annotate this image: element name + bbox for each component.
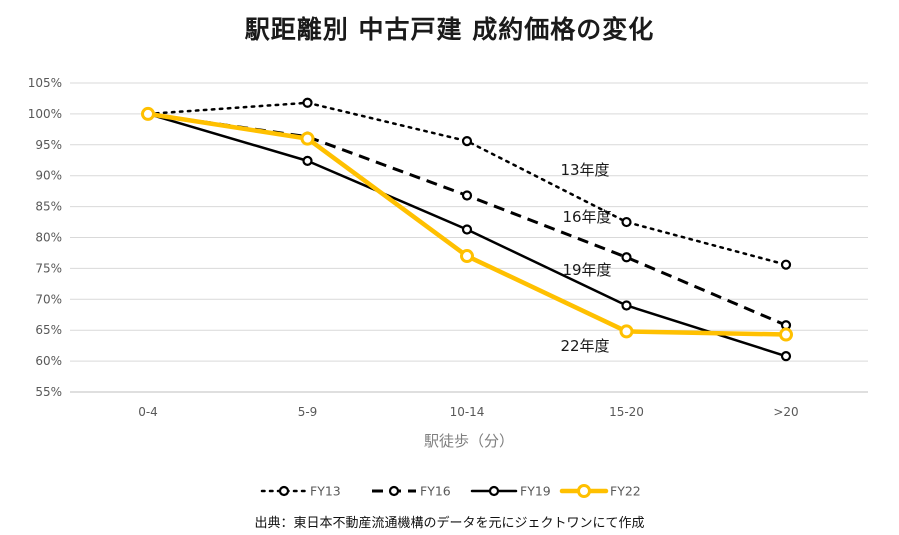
data-point-fy16 [621,252,632,263]
data-point-fy19 [461,224,473,235]
data-point-fy13 [461,135,473,147]
data-point-fy22 [779,327,793,342]
gridlines [70,82,868,393]
legend-marker-fy13 [278,485,290,497]
series-annotation-fy19: 19年度 [562,261,611,279]
legend-label-fy16: FY16 [420,484,451,499]
data-point-fy19 [780,351,792,362]
x-tick-label: 0-4 [138,405,158,419]
data-point-fy22 [460,249,474,264]
data-point-fy13 [302,97,313,108]
legend-marker-fy19 [488,485,500,497]
series-line-fy13 [146,101,788,266]
legend-label-fy13: FY13 [310,484,341,499]
series-annotations: 13年度 16年度 19年度 22年度 [560,161,611,355]
x-tick-label: 10-14 [450,405,485,419]
source-note: 出典：東日本不動産流通機構のデータを元にジェクトワンにて作成 [254,516,645,531]
data-point-fy16 [461,190,473,201]
x-tick-label: >20 [773,405,798,419]
series-line-fy22 [145,111,789,337]
series-annotation-fy16: 16年度 [562,208,611,226]
y-tick-label: 85% [35,200,62,214]
data-point-fy13 [780,259,792,270]
x-tick-label: 5-9 [298,405,318,419]
y-tick-label: 80% [35,231,62,245]
y-tick-label: 75% [35,261,62,275]
data-point-fy22 [300,131,315,146]
series-annotation-fy13: 13年度 [560,161,609,179]
axes: 55% 60% 65% 70% 75% 80% 85% 90% 95% 100% 105% 0-4 5-… [28,76,799,450]
data-point-fy13 [621,216,632,228]
x-tick-label: 15-20 [609,405,644,419]
legend-marker-fy16 [388,485,400,497]
legend: FY13 FY16 FY19 FY22 [260,484,641,499]
series-line-fy19 [146,112,788,358]
data-point-fy22 [619,324,634,339]
data-point-fy22 [141,106,155,121]
y-tick-label: 65% [35,323,62,337]
legend-marker-fy22 [577,484,591,498]
legend-label-fy19: FY19 [520,484,551,499]
series-annotation-fy22: 22年度 [560,337,609,355]
y-tick-label: 55% [35,385,62,399]
y-tick-label: 95% [35,138,62,152]
y-tick-label: 90% [35,169,62,183]
x-axis-title: 駅徒歩（分） [424,432,514,450]
legend-label-fy22: FY22 [610,484,641,499]
y-tick-label: 100% [28,107,62,121]
series-lines [141,97,793,362]
data-point-fy19 [302,155,313,166]
data-point-fy19 [621,300,632,311]
y-tick-label: 105% [28,76,62,90]
chart-title: 駅距離別 中古戸建 成約価格の変化 [244,15,655,44]
y-tick-label: 70% [35,292,62,306]
y-tick-label: 60% [35,354,62,368]
